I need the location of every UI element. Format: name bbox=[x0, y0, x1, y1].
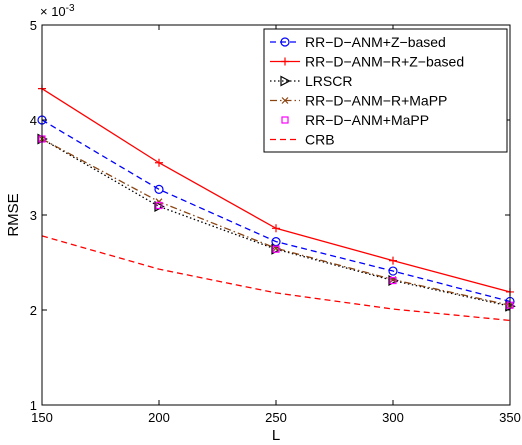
series-5 bbox=[39, 136, 513, 308]
x-axis-title: L bbox=[272, 427, 280, 444]
series-4 bbox=[39, 136, 513, 308]
series-line bbox=[42, 139, 510, 305]
series-line bbox=[42, 139, 510, 306]
y-exponent-label: × 10-3 bbox=[40, 3, 75, 19]
y-axis-title: RMSE bbox=[5, 193, 22, 236]
series-3 bbox=[38, 135, 515, 311]
y-tick-label: 1 bbox=[30, 398, 37, 413]
data-point bbox=[155, 185, 163, 193]
legend-label: RR−D−ANM−R+Z−based bbox=[305, 54, 464, 70]
y-tick-label: 2 bbox=[30, 303, 37, 318]
x-tick-label: 300 bbox=[382, 410, 404, 425]
legend: RR−D−ANM+Z−based RR−D−ANM−R+Z−based LRSCR R… bbox=[264, 29, 507, 152]
legend-label: RR−D−ANM−R+MaPP bbox=[305, 93, 447, 109]
legend-label: RR−D−ANM+MaPP bbox=[305, 112, 429, 128]
legend-label: RR−D−ANM+Z−based bbox=[305, 34, 446, 50]
data-point bbox=[155, 159, 163, 167]
legend-label: CRB bbox=[305, 132, 335, 148]
y-tick-label: 3 bbox=[30, 208, 37, 223]
legend-entry: RR−D−ANM+MaPP bbox=[282, 112, 429, 128]
x-tick-label: 200 bbox=[148, 410, 170, 425]
data-point bbox=[389, 257, 397, 265]
data-point bbox=[272, 224, 280, 232]
x-tick-label: 350 bbox=[499, 410, 521, 425]
y-tick-label: 5 bbox=[30, 18, 37, 33]
x-tick-label: 250 bbox=[265, 410, 287, 425]
legend-label: LRSCR bbox=[305, 73, 352, 89]
y-tick-label: 4 bbox=[30, 113, 37, 128]
